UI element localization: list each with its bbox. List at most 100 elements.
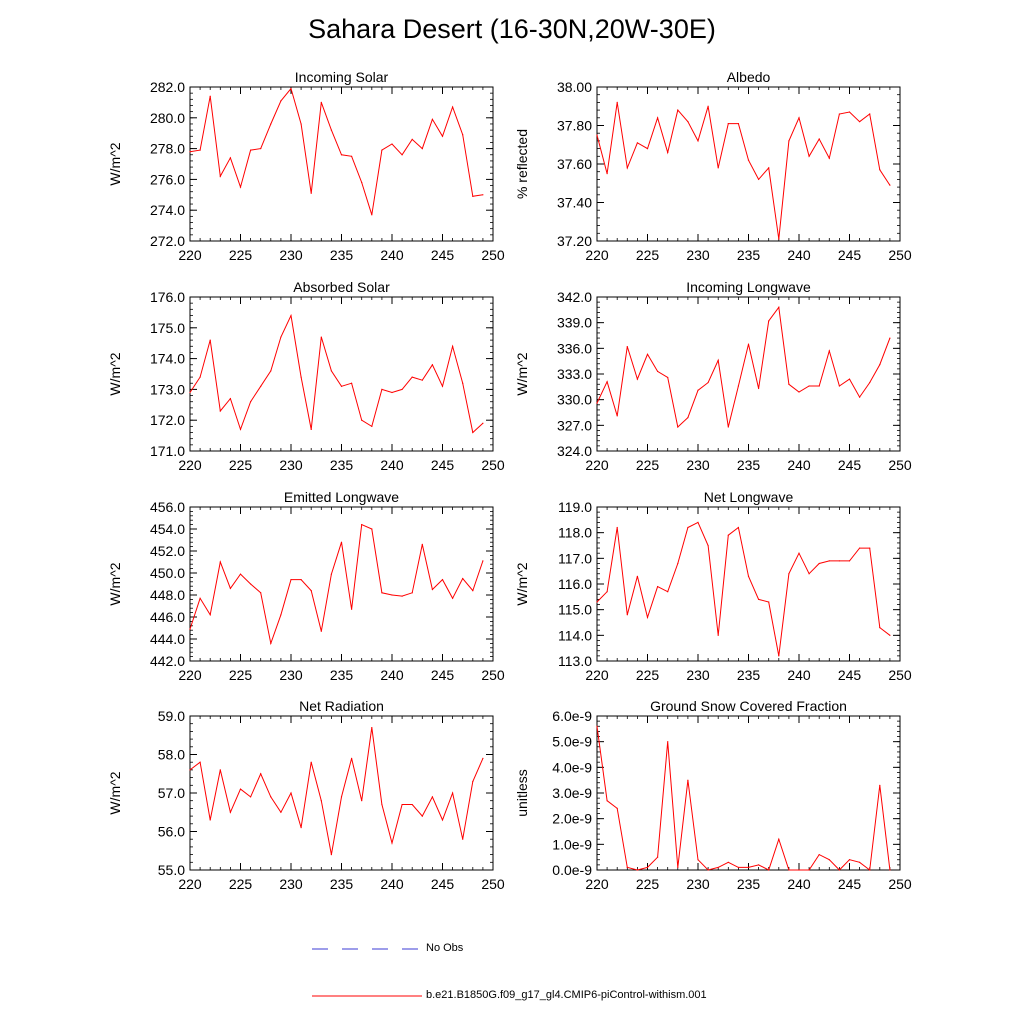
x-tick-label: 225 <box>636 457 660 473</box>
data-point <box>828 157 830 159</box>
data-point <box>189 769 191 771</box>
data-point <box>239 428 242 431</box>
data-point <box>838 560 841 562</box>
y-axis-label: unitless <box>514 769 530 816</box>
data-point <box>646 866 649 869</box>
data-point <box>677 109 679 111</box>
x-tick-label: 225 <box>636 247 660 263</box>
data-point <box>290 87 292 90</box>
x-tick-label: 250 <box>888 247 912 263</box>
data-point <box>300 579 302 581</box>
x-tick-label: 220 <box>178 876 202 892</box>
x-tick-label: 235 <box>330 247 354 263</box>
y-tick-label: 336.0 <box>557 340 592 356</box>
y-tick-label: 444.0 <box>150 631 185 647</box>
data-point <box>778 655 780 657</box>
y-tick-label: 117.0 <box>558 550 592 566</box>
data-point <box>677 866 679 869</box>
x-tick-label: 250 <box>481 457 505 473</box>
data-point <box>717 634 719 636</box>
data-point <box>431 796 433 798</box>
data-point <box>270 370 272 372</box>
data-point <box>391 143 393 145</box>
data-point <box>616 526 618 529</box>
data-point <box>798 552 800 554</box>
y-tick-label: 450.0 <box>150 565 185 581</box>
data-point <box>848 378 851 380</box>
x-tick-label: 245 <box>431 457 455 473</box>
data-point <box>280 100 282 102</box>
data-point <box>472 431 474 434</box>
x-tick-label: 250 <box>481 667 505 683</box>
x-tick-label: 225 <box>229 247 253 263</box>
x-tick-label: 235 <box>737 876 761 892</box>
x-tick-label: 220 <box>178 247 202 263</box>
x-tick-label: 225 <box>636 667 660 683</box>
data-point <box>596 601 598 603</box>
data-point <box>189 391 191 394</box>
plot-frame <box>596 715 901 871</box>
plot-frame <box>189 715 494 871</box>
data-point <box>667 376 669 379</box>
plot-frame <box>189 86 494 242</box>
data-point <box>848 859 851 861</box>
data-point <box>391 391 393 394</box>
data-point <box>219 410 221 412</box>
data-point <box>340 796 343 798</box>
data-point <box>879 363 881 366</box>
data-point <box>697 859 699 861</box>
data-point <box>391 594 393 596</box>
data-point <box>250 401 252 403</box>
y-tick-label: 446.0 <box>150 609 185 625</box>
y-tick-label: 452.0 <box>150 543 185 559</box>
x-tick-label: 225 <box>229 667 253 683</box>
data-point <box>828 859 830 861</box>
data-point <box>687 526 689 529</box>
data-point <box>596 134 598 136</box>
data-point <box>707 381 709 384</box>
data-point <box>239 788 242 790</box>
data-point <box>411 803 413 806</box>
data-point <box>657 117 659 119</box>
panel-3: Incoming Longwave W/m^2 220 225 230 235 240 245… <box>514 279 912 473</box>
data-point <box>727 122 729 125</box>
data-point <box>371 528 373 530</box>
data-point <box>320 630 322 632</box>
data-point <box>260 592 262 594</box>
data-point <box>889 337 891 339</box>
y-tick-label: 5.0e-9 <box>552 734 592 750</box>
data-point <box>838 869 841 871</box>
x-tick-label: 230 <box>279 247 303 263</box>
data-point <box>869 869 871 871</box>
data-point <box>290 792 292 794</box>
data-point <box>431 588 433 591</box>
data-point <box>421 815 423 817</box>
panel-6: Net Radiation W/m^2 220 225 230 235 240 245 250 5… <box>107 698 505 892</box>
y-axis-label: W/m^2 <box>107 142 123 185</box>
x-tick-label: 230 <box>279 876 303 892</box>
x-tick-label: 230 <box>686 457 710 473</box>
data-point <box>300 123 302 125</box>
data-point <box>869 113 871 115</box>
y-tick-label: 3.0e-9 <box>552 785 592 801</box>
series-line <box>189 727 484 855</box>
data-point <box>626 866 628 869</box>
data-point <box>869 547 871 549</box>
x-tick-label: 250 <box>481 876 505 892</box>
data-point <box>381 803 383 806</box>
plot-frame <box>596 506 901 662</box>
x-tick-label: 240 <box>787 667 811 683</box>
y-axis-label: W/m^2 <box>107 562 123 605</box>
y-tick-label: 324.0 <box>557 443 592 459</box>
data-point <box>687 121 689 123</box>
data-point <box>452 597 454 599</box>
data-point <box>747 866 750 869</box>
data-point <box>606 381 608 383</box>
data-point <box>758 864 760 866</box>
data-point <box>747 159 750 161</box>
data-point <box>381 149 383 151</box>
page-title: Sahara Desert (16-30N,20W-30E) <box>308 14 716 44</box>
y-tick-label: 330.0 <box>557 392 592 408</box>
series-line <box>189 523 484 646</box>
